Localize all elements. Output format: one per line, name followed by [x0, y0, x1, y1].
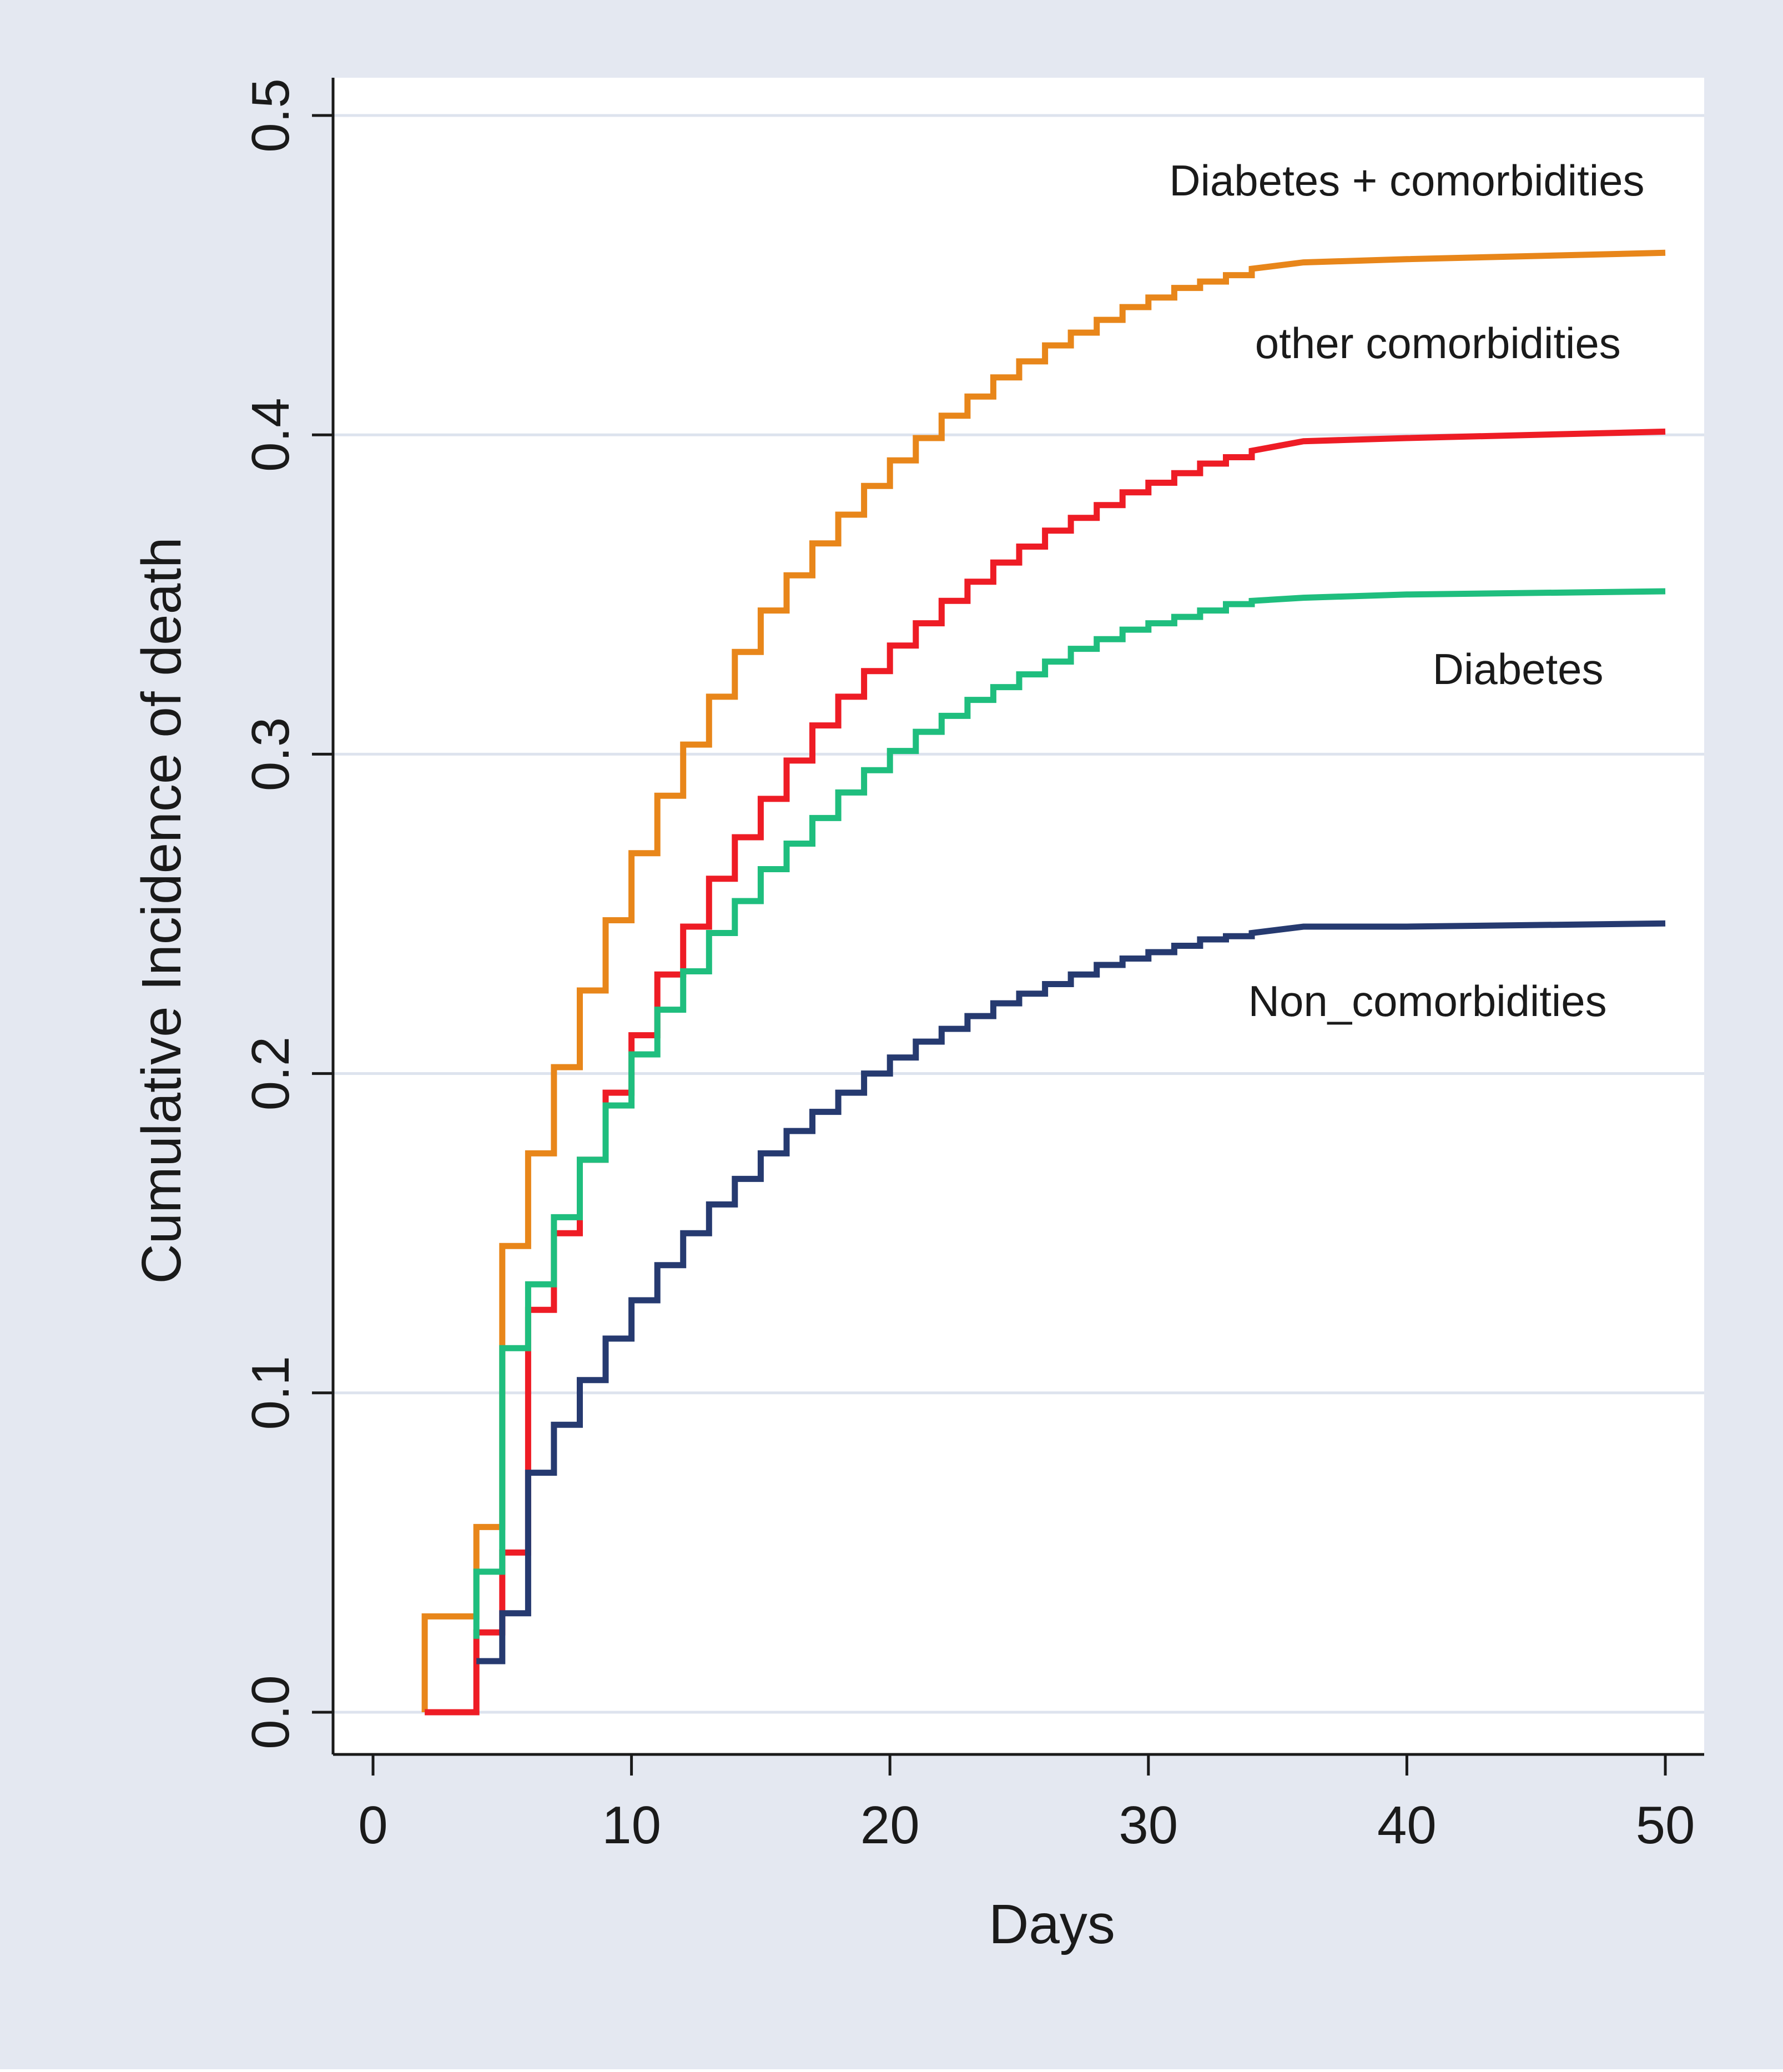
series-line-3: [476, 920, 1666, 1664]
series-labels: Diabetes + comorbidities other comorbidit…: [1169, 156, 1644, 1025]
y-axis-ticks: 0.0 0.1 0.2 0.3 0.4 0.5: [241, 78, 333, 1749]
series-label-0: Diabetes + comorbidities: [1169, 156, 1644, 205]
y-tick-label-3: 0.3: [241, 717, 300, 791]
x-axis-ticks: 0 10 20 30 40 50: [358, 1754, 1695, 1855]
x-tick-label-1: 10: [602, 1796, 661, 1855]
series-line-2: [473, 588, 1666, 1639]
series-lines: [421, 249, 1666, 1716]
y-tick-label-1: 0.1: [241, 1356, 300, 1430]
x-tick-label-2: 20: [860, 1796, 920, 1855]
series-label-3: Non_comorbidities: [1248, 977, 1607, 1025]
y-tick-label-2: 0.2: [241, 1037, 300, 1110]
plot-area: [333, 78, 1704, 1754]
series-line-0: [421, 249, 1666, 1712]
axes: [331, 78, 1704, 1756]
y-tick-label-5: 0.5: [241, 78, 300, 152]
x-tick-label-5: 50: [1636, 1796, 1695, 1855]
x-tick-label-3: 30: [1119, 1796, 1178, 1855]
x-tick-label-4: 40: [1377, 1796, 1437, 1855]
y-tick-label-0: 0.0: [241, 1675, 300, 1749]
y-axis-title: Cumulative Incidence of death: [130, 537, 193, 1284]
series-label-2: Diabetes: [1433, 645, 1604, 693]
x-tick-label-0: 0: [358, 1796, 387, 1855]
x-axis-title: Days: [989, 1893, 1115, 1955]
series-label-1: other comorbidities: [1255, 319, 1621, 368]
y-tick-label-4: 0.4: [241, 398, 300, 471]
